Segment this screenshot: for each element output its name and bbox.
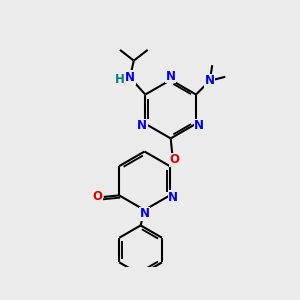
Text: N: N (140, 207, 149, 220)
Text: O: O (169, 154, 179, 166)
Text: N: N (125, 71, 135, 84)
Text: N: N (166, 70, 176, 83)
Text: N: N (205, 74, 215, 87)
Text: H: H (115, 74, 125, 86)
Text: O: O (93, 190, 103, 203)
Text: N: N (194, 119, 204, 132)
Text: N: N (168, 191, 178, 204)
Text: N: N (137, 119, 147, 132)
